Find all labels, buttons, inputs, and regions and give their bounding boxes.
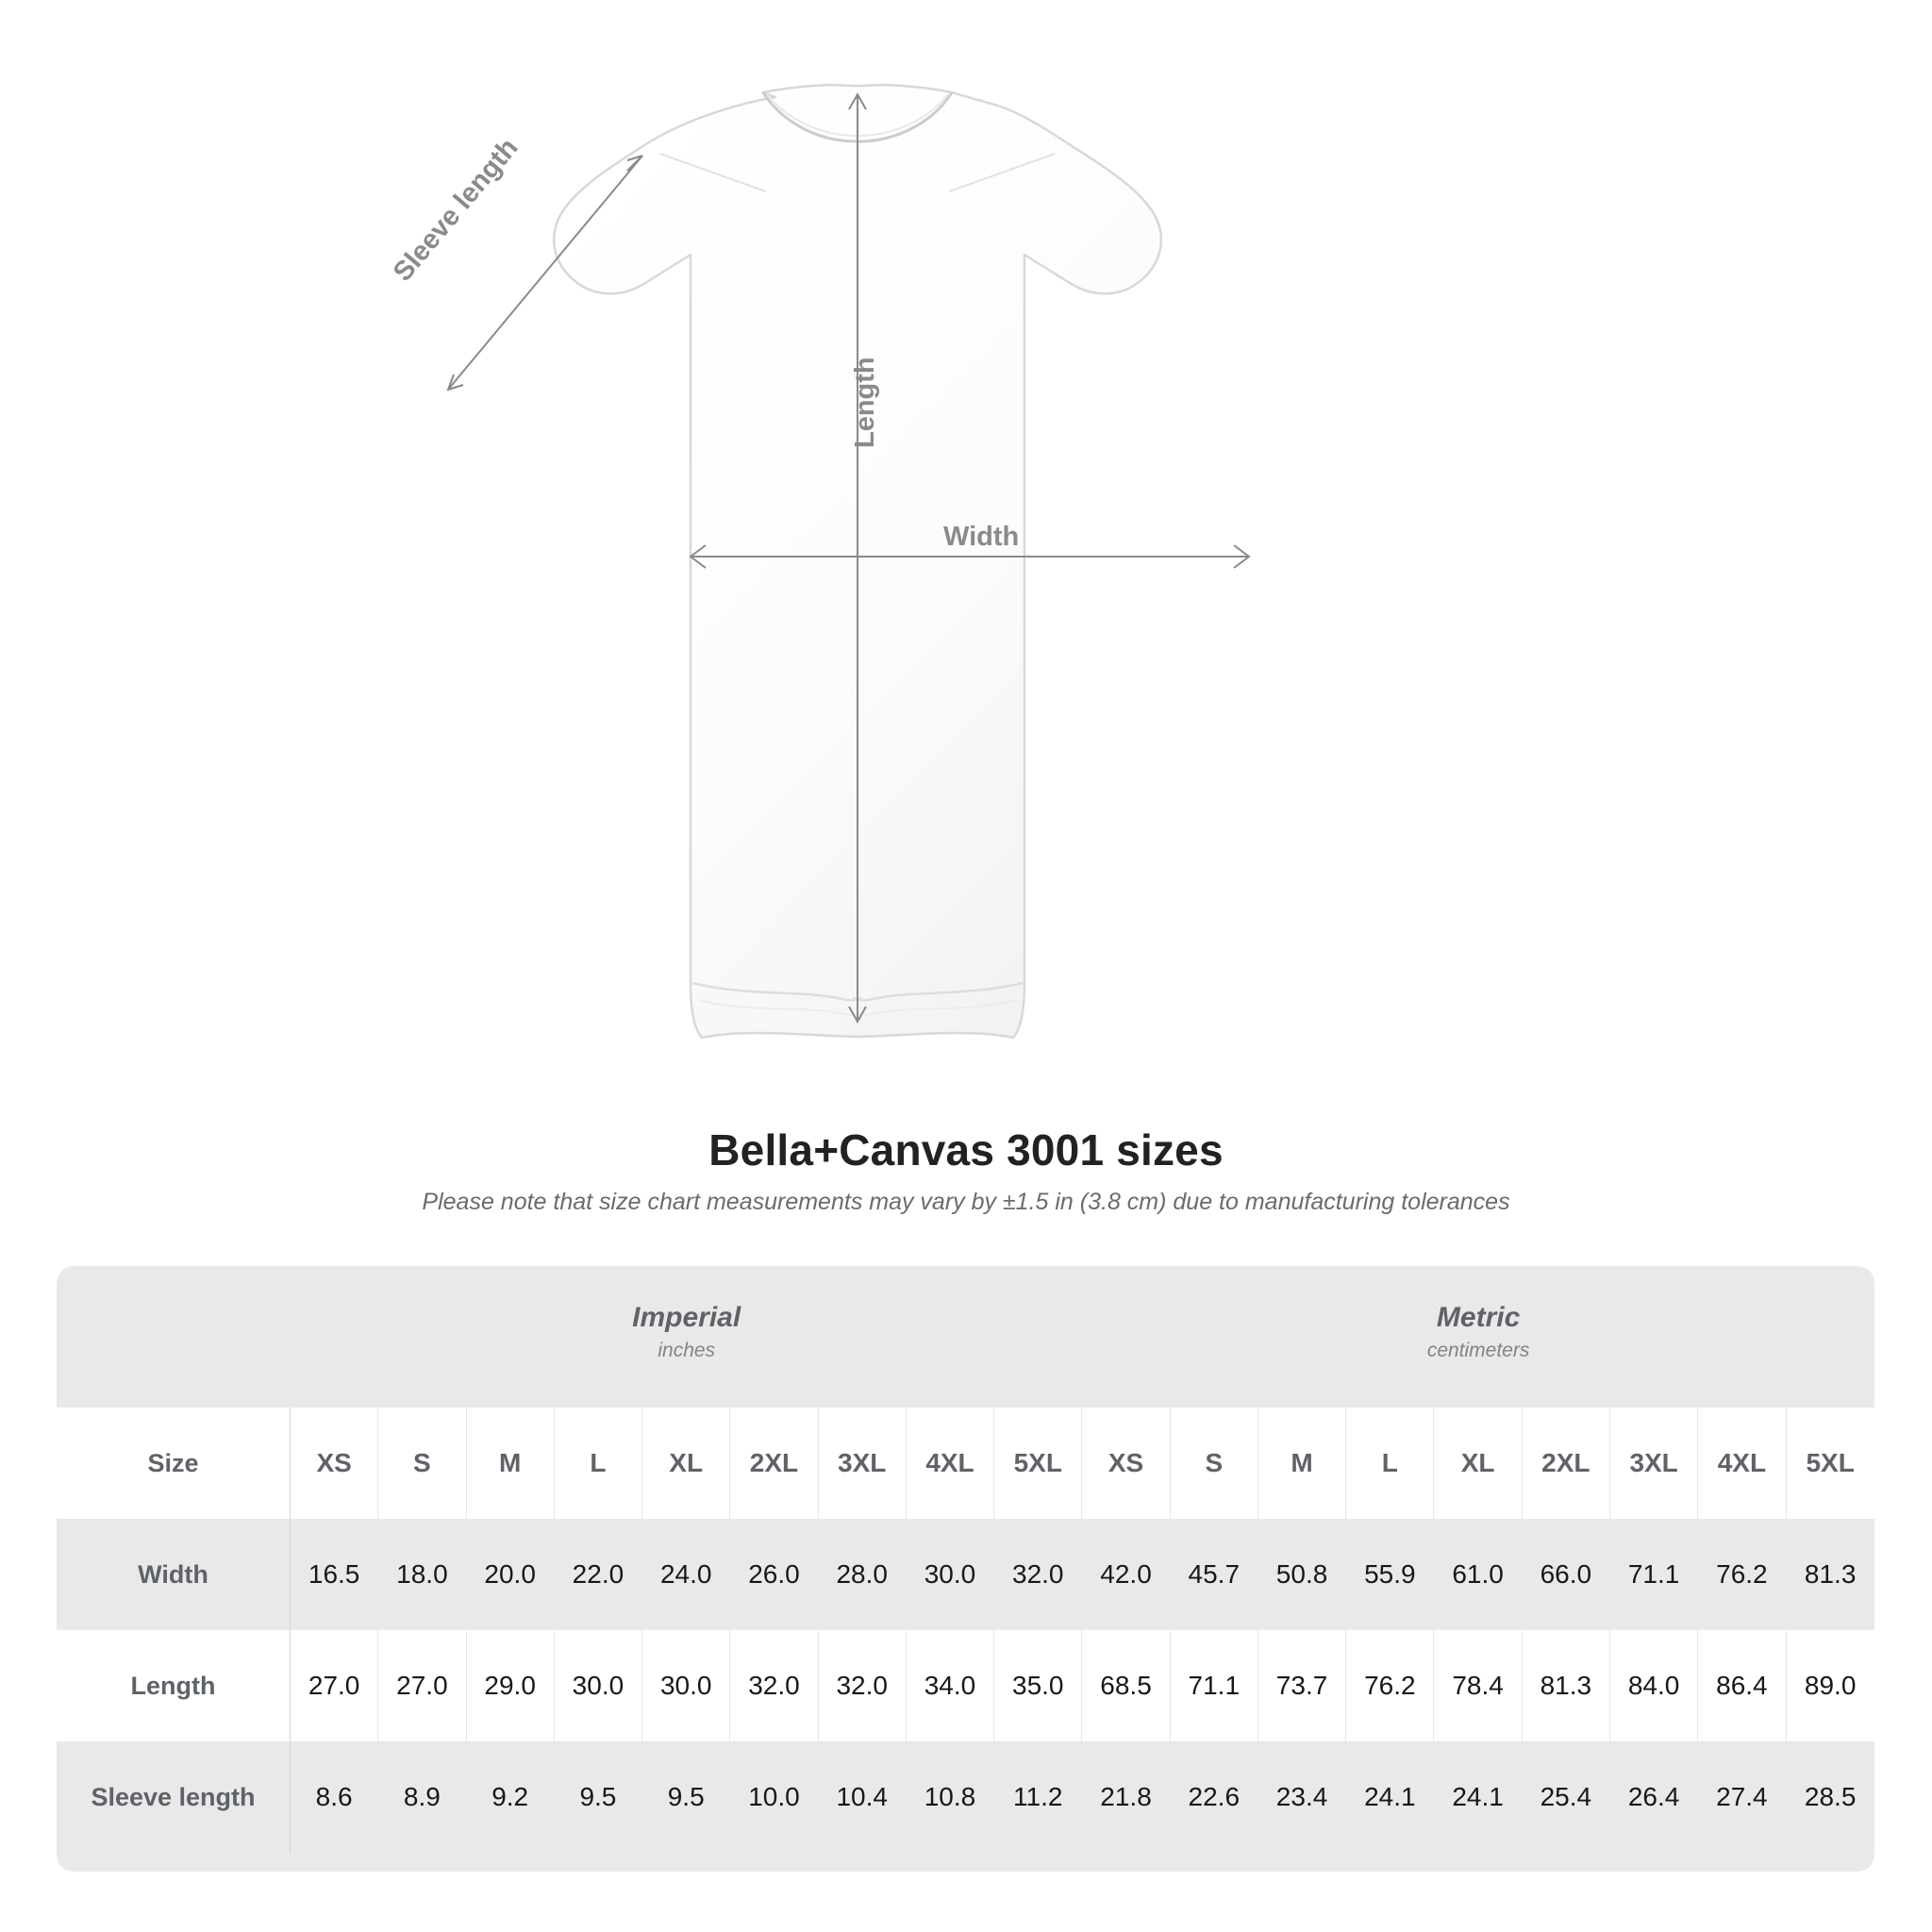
svg-text:Width: Width	[943, 522, 1019, 552]
svg-text:Sleeve length: Sleeve length	[388, 133, 525, 288]
svg-text:Length: Length	[850, 357, 880, 448]
